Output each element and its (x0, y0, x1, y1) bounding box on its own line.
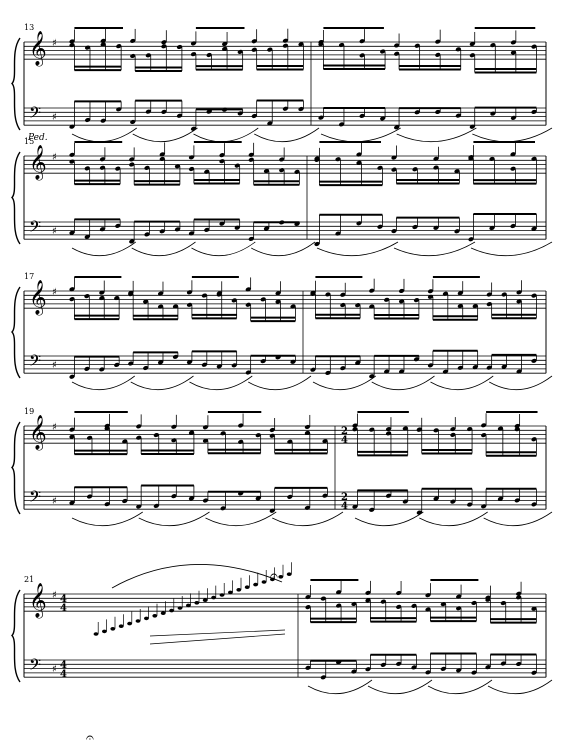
bass-notes (310, 349, 553, 391)
pedal-mark: Ped. (27, 133, 48, 143)
treble-staff (24, 290, 546, 309)
treble-notes (69, 141, 300, 186)
grand-staff-brace (11, 151, 21, 245)
bass-notes (318, 106, 553, 143)
sharp-icon: ♯ (52, 590, 57, 601)
measure-number: 15 (24, 137, 34, 146)
fermata-icon: 𝄐 (270, 568, 278, 584)
grand-staff-brace (11, 286, 21, 379)
time-signature-bottom: 4 (60, 669, 67, 680)
sharp-icon: ♯ (52, 152, 57, 163)
measure-number: 13 (24, 23, 34, 32)
grand-staff-brace (11, 37, 21, 131)
treble-notes (318, 27, 537, 74)
treble-staff (24, 41, 546, 60)
bass-notes (352, 487, 553, 527)
system-3: 17𝄞 𝄢 ♯ ♯ (11, 272, 553, 391)
time-signature-top: 4 (60, 660, 67, 671)
sharp-icon: ♯ (52, 112, 57, 123)
bass-notes (314, 213, 553, 257)
bass-clef-icon: 𝄢 (29, 352, 41, 374)
measure-number: 21 (24, 575, 34, 584)
time-signature-bottom: 4 (341, 435, 348, 446)
time-signature-top: 2 (341, 426, 348, 437)
treble-staff (24, 593, 546, 612)
treble-notes (305, 579, 537, 624)
bass-notes (69, 484, 344, 527)
sharp-icon: ♯ (52, 422, 57, 433)
time-signature-bottom: 4 (60, 603, 67, 614)
treble-notes (314, 141, 537, 187)
fermata-icon: 𝄐 (86, 730, 94, 746)
bass-notes (305, 652, 553, 695)
treble-notes (352, 411, 538, 457)
arpeggio-run (93, 562, 292, 645)
treble-notes (69, 27, 304, 73)
time-signature-top: 4 (60, 594, 67, 605)
sharp-icon: ♯ (52, 287, 57, 298)
bass-clef-icon: 𝄢 (29, 656, 41, 678)
sharp-icon: ♯ (52, 360, 57, 371)
bass-staff (24, 491, 546, 510)
system-1: 13𝄞 𝄢 ♯ ♯ Ped. (11, 23, 553, 143)
treble-clef-icon: 𝄞 (29, 31, 47, 67)
bass-notes (69, 99, 320, 143)
bass-clef-icon: 𝄢 (29, 104, 41, 126)
treble-notes (310, 276, 537, 321)
bass-notes (69, 350, 312, 391)
system-2: 15𝄞 𝄢 ♯ ♯ (11, 137, 553, 257)
time-signature-top: 2 (341, 492, 348, 503)
bass-notes (69, 218, 316, 257)
grand-staff-brace (11, 421, 21, 515)
treble-staff (24, 425, 546, 444)
sharp-icon: ♯ (52, 226, 57, 237)
time-signature-bottom: 4 (341, 501, 348, 512)
sharp-icon: ♯ (52, 496, 57, 507)
sharp-icon: ♯ (52, 38, 57, 49)
treble-clef-icon: 𝄞 (29, 415, 47, 451)
treble-notes (69, 276, 296, 323)
grand-staff-brace (11, 589, 21, 683)
treble-clef-icon: 𝄞 (29, 583, 47, 619)
treble-notes (69, 411, 328, 456)
treble-clef-icon: 𝄞 (29, 145, 47, 181)
bass-staff (24, 659, 546, 678)
bass-clef-icon: 𝄢 (29, 488, 41, 510)
bass-clef-icon: 𝄢 (29, 218, 41, 240)
measure-number: 19 (24, 407, 34, 416)
treble-clef-icon: 𝄞 (29, 280, 47, 316)
sharp-icon: ♯ (52, 664, 57, 675)
measure-number: 17 (24, 272, 34, 281)
